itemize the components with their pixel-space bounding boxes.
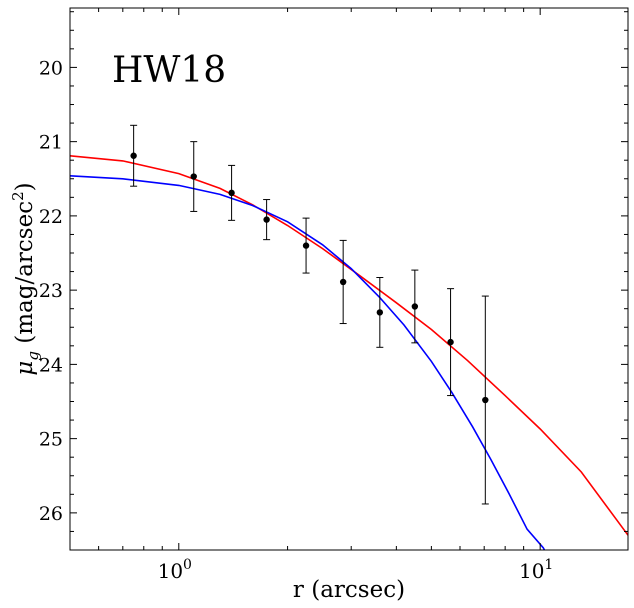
plot-area: [70, 8, 628, 550]
x-tick-label-exponent: 1: [544, 557, 553, 573]
y-axis-label-unit: (mag/arcsec: [12, 201, 38, 351]
chart-title: HW18: [112, 50, 226, 91]
y-tick-label-2: 22: [39, 206, 63, 228]
x-axis-label: r (arcsec): [293, 577, 405, 603]
data-points: [130, 124, 489, 505]
y-axis-label-symbol: μ: [12, 361, 38, 376]
data-point-7: [411, 303, 419, 310]
x-tick-label-0: 100: [158, 557, 192, 583]
x-tick-label-base: 10: [158, 559, 183, 583]
y-axis-label-subscript: g: [24, 351, 42, 361]
y-tick-label-5: 25: [39, 429, 63, 451]
x-tick-label-base: 10: [519, 559, 544, 583]
data-point-8: [447, 338, 454, 346]
data-point-2: [228, 189, 235, 197]
data-point-4: [302, 242, 310, 249]
plot-frame: [69, 7, 629, 551]
data-point-1: [190, 173, 197, 180]
data-point-0: [130, 152, 137, 159]
y-axis-label-superscript: 2: [9, 191, 27, 201]
y-axis-label-unit-close: ): [12, 182, 38, 191]
x-tick-label-1: 101: [519, 557, 553, 583]
y-tick-label-4: 24: [39, 354, 63, 376]
data-point-9: [482, 396, 489, 404]
data-point-5: [339, 278, 347, 286]
x-tick-label-exponent: 0: [183, 557, 192, 573]
y-axis-label: μg (mag/arcsec2): [9, 182, 42, 375]
data-point-3: [263, 216, 270, 223]
y-tick-label-3: 23: [39, 280, 63, 302]
data-point-6: [376, 309, 384, 316]
model-curve-1: [70, 175, 546, 550]
y-tick-label-0: 20: [39, 57, 63, 79]
y-tick-label-6: 26: [39, 503, 63, 525]
y-tick-label-1: 21: [39, 132, 63, 154]
